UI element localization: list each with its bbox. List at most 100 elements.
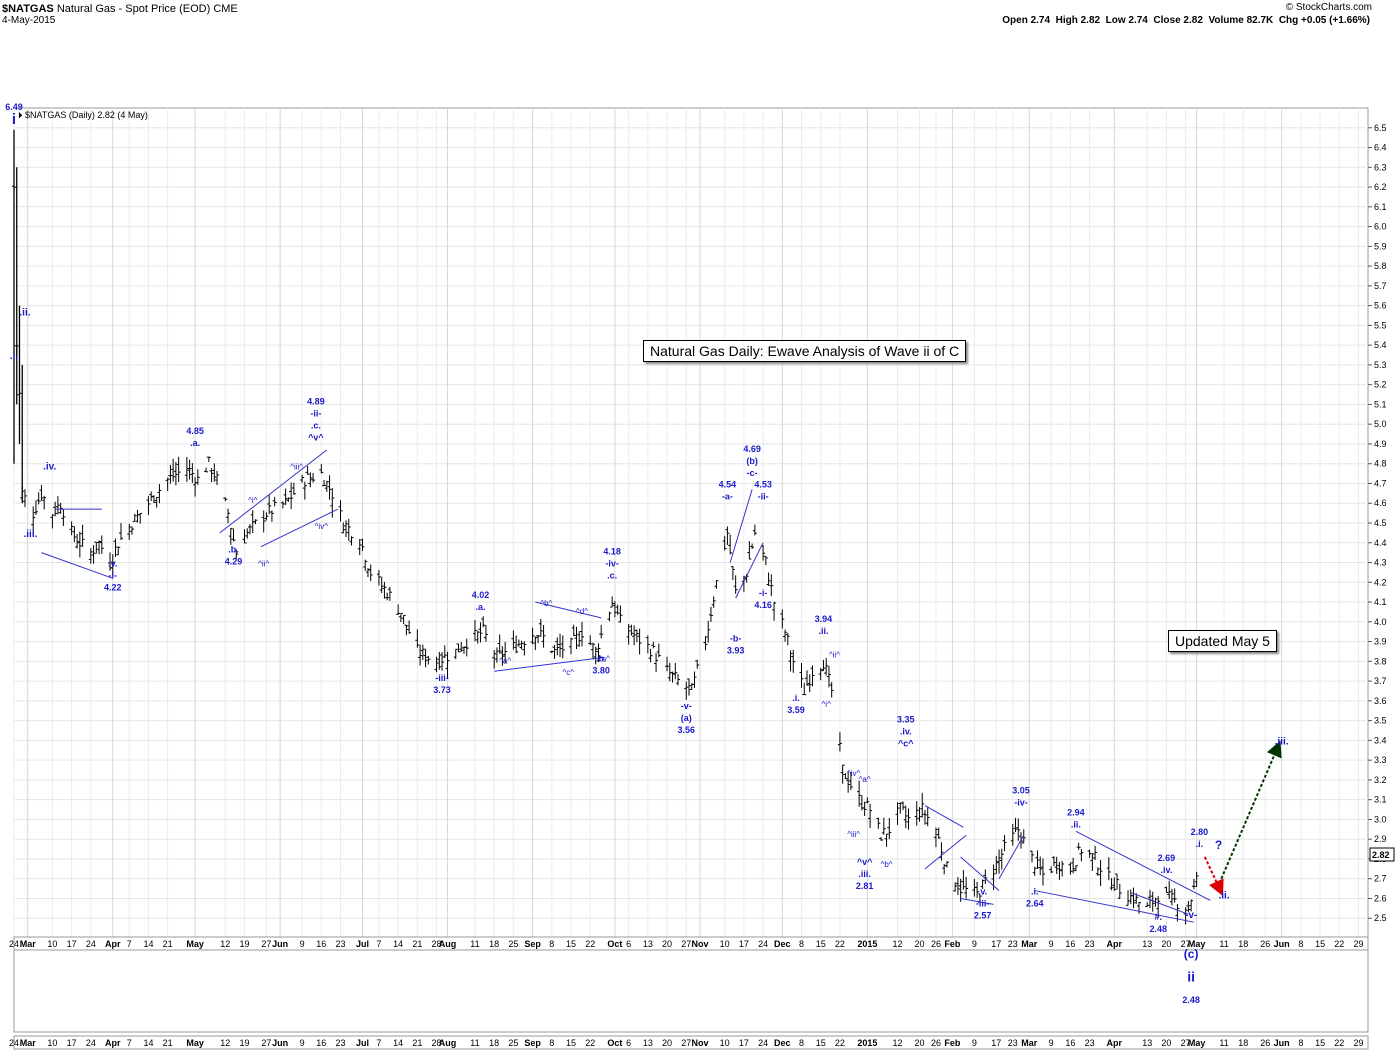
x-tick-label: 29 — [1354, 939, 1364, 949]
wave-label: 4.16 — [754, 600, 772, 610]
symbol-description: Natural Gas - Spot Price (EOD) — [56, 3, 211, 15]
x-tick-label: 15 — [1315, 1038, 1325, 1048]
wave-label: 3.35 — [897, 715, 915, 725]
y-tick-label: 4.0 — [1374, 617, 1387, 627]
x-tick-label: Feb — [944, 939, 961, 949]
x-tick-label: 21 — [163, 1038, 173, 1048]
x-tick-label: 14 — [393, 1038, 403, 1048]
x-tick-label: 23 — [1085, 939, 1095, 949]
wave-label: (c) — [1184, 947, 1199, 961]
x-tick-label: 23 — [336, 939, 346, 949]
minor-wave-label: ^iii^ — [847, 830, 860, 839]
x-tick-label: 22 — [1334, 1038, 1344, 1048]
wave-label: -iv- — [605, 559, 619, 569]
y-tick-label: 5.5 — [1374, 320, 1387, 330]
wave-label: .ii. — [1218, 890, 1229, 901]
wave-label: 2.81 — [856, 881, 874, 891]
y-tick-label: 2.7 — [1374, 874, 1387, 884]
x-tick-label: 11 — [470, 1038, 479, 1048]
y-tick-label: 3.4 — [1374, 735, 1387, 745]
y-tick-label: 6.4 — [1374, 143, 1387, 153]
x-tick-label: 21 — [412, 1038, 422, 1048]
y-tick-label: 4.5 — [1374, 518, 1387, 528]
wave-label: .i. — [10, 351, 19, 362]
wave-label: i — [12, 111, 16, 128]
x-tick-label: 11 — [1219, 939, 1228, 949]
y-tick-label: 4.7 — [1374, 478, 1387, 488]
y-tick-label: 5.1 — [1374, 399, 1387, 409]
wave-label: .iv. — [1161, 865, 1173, 875]
wave-label: -i- — [109, 570, 118, 580]
x-tick-label: Mar — [20, 1038, 37, 1048]
x-tick-label: 13 — [643, 939, 653, 949]
wave-label: .ii. — [19, 308, 30, 319]
series-legend: ⏵ $NATGAS (Daily) 2.82 (4 May) — [18, 110, 148, 120]
trend-line — [998, 834, 1025, 879]
wave-label: 3.56 — [677, 725, 695, 735]
wave-label: .iii. — [24, 529, 38, 540]
wave-label: .iii. — [858, 869, 871, 879]
x-tick-label: 23 — [1008, 1038, 1018, 1048]
x-tick-label: 15 — [816, 1038, 826, 1048]
wave-label: .a. — [475, 602, 485, 612]
x-tick-label: Aug — [439, 939, 457, 949]
chart-date: 4-May-2015 — [2, 15, 56, 26]
x-tick-label: 12 — [220, 939, 230, 949]
trend-line — [1034, 890, 1194, 923]
y-tick-label: 4.9 — [1374, 439, 1387, 449]
minor-wave-label: ^iv^ — [315, 522, 329, 531]
wave-label: .iv. — [900, 727, 912, 737]
trend-line — [260, 508, 339, 548]
x-tick-label: 9 — [300, 939, 305, 949]
x-tick-label: 8 — [549, 939, 554, 949]
wave-label: 2.64 — [1026, 899, 1044, 909]
wave-label: #. — [1154, 912, 1162, 922]
x-tick-label: 25 — [508, 1038, 518, 1048]
x-tick-label: 22 — [585, 1038, 595, 1048]
y-tick-label: 3.9 — [1374, 637, 1387, 647]
x-tick-label: Dec — [774, 939, 791, 949]
x-tick-label: 17 — [67, 939, 77, 949]
wave-label: -c- — [747, 468, 758, 478]
x-tick-label: 18 — [1238, 1038, 1248, 1048]
wave-label: .v. — [108, 558, 117, 568]
x-tick-label: 24 — [86, 1038, 96, 1048]
x-tick-label: 28 — [432, 1038, 442, 1048]
x-tick-label: 9 — [300, 1038, 305, 1048]
wave-label: .ii. — [818, 626, 828, 636]
wave-label: ^c^ — [898, 739, 914, 749]
wave-label: 3.59 — [787, 705, 805, 715]
y-tick-label: 6.0 — [1374, 222, 1387, 232]
x-tick-label: 23 — [1008, 939, 1018, 949]
wave-label: 2.69 — [1158, 853, 1176, 863]
y-tick-label: 4.1 — [1374, 597, 1387, 607]
exchange: CME — [213, 3, 238, 15]
y-tick-label: 6.1 — [1374, 202, 1387, 212]
wave-label: .iv. — [43, 462, 56, 473]
x-tick-label: 12 — [220, 1038, 230, 1048]
x-tick-label: 20 — [1161, 1038, 1171, 1048]
x-tick-label: 27 — [261, 939, 271, 949]
x-tick-label: 6 — [626, 1038, 631, 1048]
y-tick-label: 3.6 — [1374, 696, 1387, 706]
wave-label: .b. — [228, 545, 239, 555]
x-tick-label: Jun — [272, 939, 288, 949]
x-tick-label: 24 — [86, 939, 96, 949]
x-tick-label: Apr — [105, 1038, 121, 1048]
trend-line — [960, 856, 1000, 891]
x-tick-label: 14 — [143, 1038, 153, 1048]
x-tick-label: 18 — [489, 939, 499, 949]
x-tick-label: 13 — [643, 1038, 653, 1048]
projection-up-arrow — [1220, 740, 1282, 880]
wave-label: 2.80 — [1191, 827, 1209, 837]
x-tick-label: Apr — [1107, 1038, 1123, 1048]
x-axis-bottom: 24 Mar 10 17 24 Apr 7 14 21 May 12 19 27 Jun 9 16 23 Jul 7… — [9, 1035, 1369, 1050]
x-tick-label: 7 — [127, 1038, 132, 1048]
x-tick-label: 15 — [1315, 939, 1325, 949]
y-tick-label: 3.8 — [1374, 656, 1387, 666]
x-tick-label: 9 — [1049, 1038, 1054, 1048]
x-tick-label: Jul — [356, 1038, 369, 1048]
minor-wave-label: ^iii^ — [290, 463, 303, 472]
x-tick-label: Jul — [356, 939, 369, 949]
